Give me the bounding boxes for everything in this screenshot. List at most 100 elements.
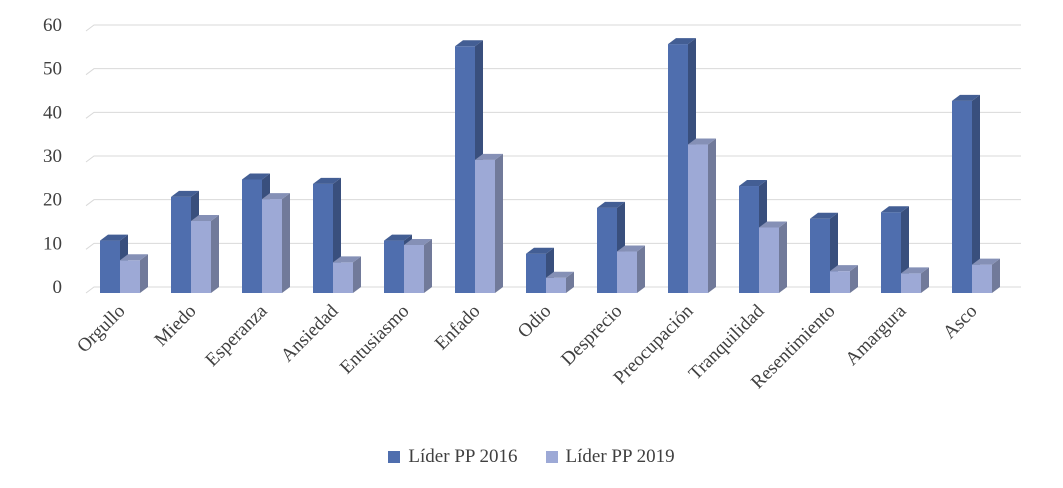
bar-side xyxy=(140,254,148,293)
y-tick-label: 40 xyxy=(43,102,62,123)
bar-side xyxy=(353,256,361,293)
bar xyxy=(120,260,140,293)
bar-top xyxy=(404,238,432,245)
y-tick-label: 30 xyxy=(43,146,62,167)
x-tick-label: Orgullo xyxy=(73,301,129,357)
bar-side xyxy=(992,258,1000,293)
bar-top xyxy=(668,38,696,45)
legend-item-2019: Líder PP 2019 xyxy=(545,446,675,468)
bar xyxy=(384,240,404,293)
y-tick-label: 10 xyxy=(43,233,62,254)
bar-top xyxy=(952,94,980,101)
bar-top xyxy=(120,254,148,261)
bar-top xyxy=(759,221,787,228)
bar-top xyxy=(739,180,767,187)
bar-top xyxy=(617,245,645,252)
x-tick-label: Miedo xyxy=(151,301,201,351)
bar xyxy=(952,100,972,293)
bar xyxy=(262,199,282,293)
bar xyxy=(313,183,333,293)
bar xyxy=(191,220,211,293)
bar-top xyxy=(475,153,503,160)
bar xyxy=(242,179,262,293)
bar-top xyxy=(830,265,858,272)
bar xyxy=(546,277,566,293)
gridline xyxy=(85,68,1021,76)
bar-side xyxy=(850,265,858,293)
bar-top xyxy=(597,201,625,208)
bar-side xyxy=(637,245,645,293)
x-tick-label: Esperanza xyxy=(201,300,271,370)
gridline xyxy=(85,111,1021,119)
x-tick-label: Enfado xyxy=(431,301,485,355)
legend-swatch-2019 xyxy=(545,451,558,463)
bar-top xyxy=(100,234,128,241)
x-tick-label: Amargura xyxy=(841,300,910,369)
y-tick-label: 60 xyxy=(43,15,62,36)
legend: Líder PP 2016 Líder PP 2019 xyxy=(0,446,1063,468)
bar-side xyxy=(211,214,219,293)
bar-side xyxy=(921,267,929,293)
bar xyxy=(404,244,424,293)
legend-label-2019: Líder PP 2019 xyxy=(565,446,675,467)
bar xyxy=(100,240,120,293)
bar-top xyxy=(810,212,838,219)
bar xyxy=(810,218,830,293)
bar-top xyxy=(688,138,716,145)
bar-top xyxy=(262,193,290,200)
bar-side xyxy=(972,94,980,293)
x-tick-label: Entusiasmo xyxy=(336,301,414,379)
gridline xyxy=(85,24,1021,32)
bar-top xyxy=(901,267,929,274)
gridline xyxy=(85,155,1021,163)
bar-side xyxy=(708,138,716,293)
bar-top xyxy=(333,256,361,263)
legend-item-2016: Líder PP 2016 xyxy=(388,446,518,468)
bar xyxy=(333,262,353,293)
bar-top xyxy=(526,247,554,254)
bars xyxy=(100,38,1000,294)
legend-swatch-2016 xyxy=(388,451,401,463)
y-tick-label: 20 xyxy=(43,190,62,211)
bar xyxy=(901,273,921,293)
bar xyxy=(739,186,759,293)
x-tick-label: Desprecio xyxy=(557,301,626,370)
y-tick-label: 0 xyxy=(53,277,63,298)
legend-label-2016: Líder PP 2016 xyxy=(408,446,518,467)
bar-side xyxy=(779,221,787,293)
bar-side xyxy=(566,271,574,293)
bar xyxy=(455,46,475,294)
bar xyxy=(526,253,546,293)
bar-top xyxy=(455,40,483,47)
x-tick-label: Odio xyxy=(514,301,556,343)
bar-side xyxy=(282,193,290,293)
gridlines xyxy=(85,24,1021,294)
x-tick-label: Ansiedad xyxy=(277,300,343,366)
bar xyxy=(881,212,901,293)
gridline xyxy=(85,199,1021,207)
bar-side xyxy=(495,153,503,293)
bar xyxy=(688,144,708,293)
y-tick-label: 50 xyxy=(43,59,62,80)
bar xyxy=(171,196,191,293)
bar xyxy=(759,227,779,293)
bar xyxy=(617,251,637,293)
bar-side xyxy=(424,238,432,293)
bar xyxy=(668,44,688,293)
bar-top xyxy=(972,258,1000,265)
bar xyxy=(830,271,850,293)
bar-top xyxy=(313,177,341,184)
bar-top xyxy=(191,214,219,221)
y-axis-ticks: 0 10 20 30 40 50 60 xyxy=(43,15,62,298)
bar xyxy=(597,207,617,293)
bar-top xyxy=(384,234,412,241)
bar-top xyxy=(242,173,270,180)
bar-top xyxy=(881,206,909,213)
bar xyxy=(972,264,992,293)
bar xyxy=(475,159,495,293)
bar-top xyxy=(171,190,199,197)
bar-top xyxy=(546,271,574,278)
